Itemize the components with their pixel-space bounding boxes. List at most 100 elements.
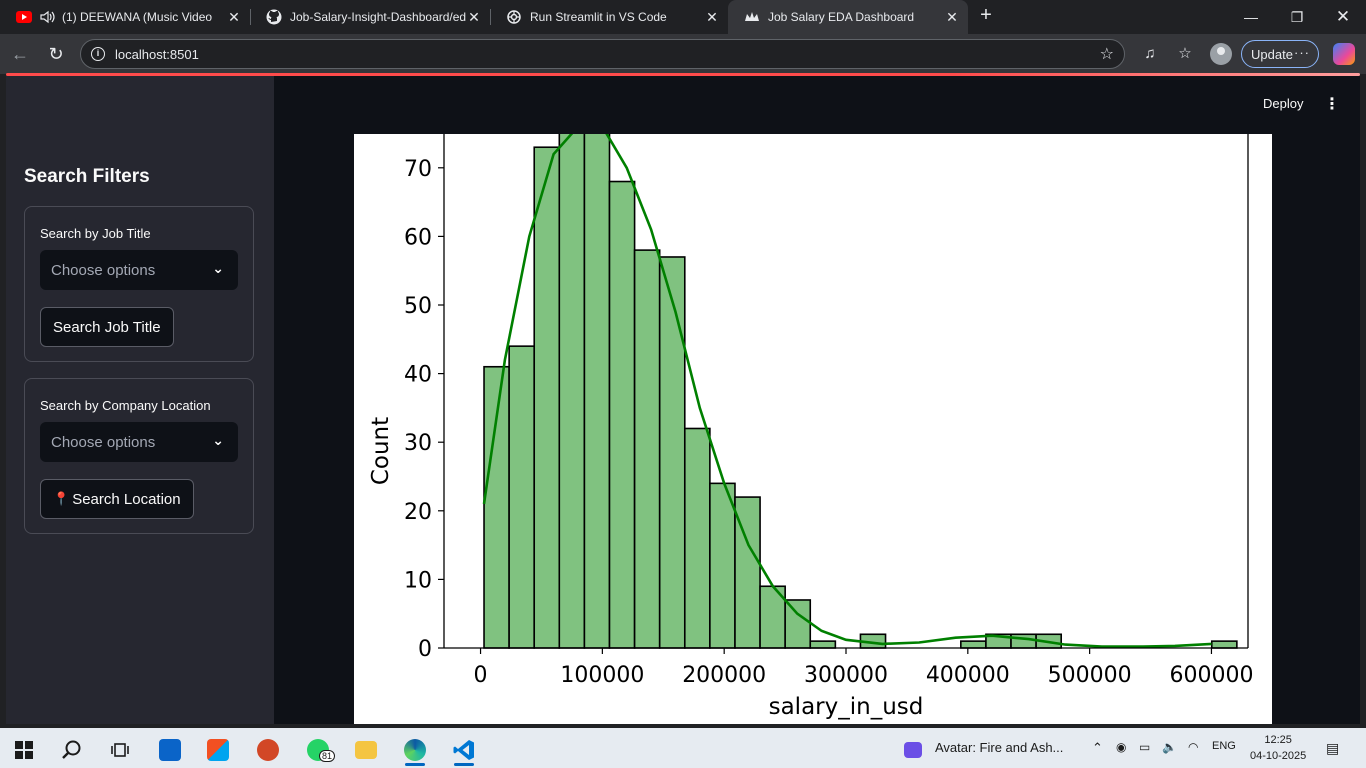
tab-title: Job-Salary-Insight-Dashboard/ed — [290, 10, 467, 24]
y-tick-label: 20 — [404, 500, 432, 525]
media-control-icon[interactable]: ♫ — [1144, 45, 1156, 62]
x-tick-label: 600000 — [1169, 663, 1253, 688]
file-explorer-icon[interactable] — [346, 734, 386, 766]
language-indicator[interactable]: ENG — [1212, 740, 1236, 752]
sidebar-title: Search Filters — [24, 166, 150, 187]
windows-start-icon[interactable] — [4, 734, 44, 766]
bookmark-star-icon[interactable]: ☆ — [1099, 46, 1114, 63]
media-play-icon[interactable] — [898, 734, 928, 766]
histogram-bar — [960, 640, 987, 649]
y-tick-label: 10 — [404, 568, 432, 593]
y-tick-label: 70 — [404, 157, 432, 182]
browser-toolbar: ← ↻ i localhost:8501 ☆ ♫ ☆ Update ··· — [0, 34, 1366, 74]
volume-icon[interactable]: 🔈 — [1162, 740, 1177, 754]
location-select[interactable]: Choose options ⌄ — [40, 422, 238, 462]
openai-icon — [506, 9, 522, 25]
tab-github[interactable]: Job-Salary-Insight-Dashboard/ed ✕ — [250, 0, 490, 34]
outlook-icon[interactable] — [150, 734, 190, 766]
site-info-icon[interactable]: i — [91, 47, 105, 61]
close-tab-icon[interactable]: ✕ — [468, 9, 480, 25]
wifi-icon[interactable]: ◠ — [1188, 740, 1199, 754]
browser-tab-strip: (1) DEEWANA (Music Video) ✕ Job-Salary-I… — [0, 0, 1366, 34]
deploy-button[interactable]: Deploy — [1263, 96, 1304, 111]
streamlit-top-decoration — [6, 73, 1360, 76]
job-title-select[interactable]: Choose options ⌄ — [40, 250, 238, 290]
streamlit-crown-icon — [744, 9, 760, 25]
location-placeholder: Choose options — [51, 434, 156, 451]
job-title-placeholder: Choose options — [51, 262, 156, 279]
chevron-up-icon[interactable]: ⌃ — [1092, 740, 1103, 755]
sidebar: Search Filters Search by Job Title Choos… — [6, 76, 274, 724]
windows-taskbar: 81 Avatar: Fire and Ash... ⌃ ◉ ▭ 🔈 ◠ ENG… — [0, 728, 1366, 768]
new-tab-button[interactable]: + — [980, 4, 992, 26]
histogram-bar — [583, 134, 611, 649]
microsoft-store-icon[interactable] — [198, 734, 238, 766]
address-bar[interactable]: i localhost:8501 ☆ — [80, 39, 1125, 69]
restore-button[interactable]: ❐ — [1290, 8, 1304, 25]
battery-icon[interactable]: ▭ — [1139, 740, 1151, 754]
x-tick-label: 300000 — [804, 663, 888, 688]
clock[interactable]: 12:25 04-10-2025 — [1250, 732, 1306, 764]
histogram-bar — [508, 345, 536, 649]
y-axis-label: Count — [368, 417, 394, 485]
clock-time: 12:25 — [1264, 734, 1292, 746]
favorites-icon[interactable]: ☆ — [1178, 45, 1192, 62]
histogram-bar — [784, 599, 812, 649]
y-tick-label: 50 — [404, 294, 432, 319]
x-tick-label: 200000 — [682, 663, 766, 688]
location-filter-label: Search by Company Location — [40, 398, 211, 413]
histogram-bar — [558, 134, 586, 649]
histogram-bar — [683, 427, 711, 649]
close-window-button[interactable]: ✕ — [1335, 7, 1351, 26]
now-playing-text[interactable]: Avatar: Fire and Ash... — [935, 740, 1064, 755]
minimize-button[interactable]: — — [1244, 9, 1258, 25]
kde-line — [482, 134, 1212, 648]
y-tick-label: 60 — [404, 225, 432, 250]
update-button[interactable]: Update ··· — [1241, 40, 1319, 68]
search-job-title-button[interactable]: Search Job Title — [40, 307, 174, 347]
tab-youtube[interactable]: (1) DEEWANA (Music Video) ✕ — [0, 0, 250, 34]
close-tab-icon[interactable]: ✕ — [946, 9, 958, 25]
close-tab-icon[interactable]: ✕ — [706, 9, 718, 25]
histogram-bar — [1210, 640, 1238, 649]
network-tray-icon[interactable]: ◉ — [1116, 740, 1127, 754]
chevron-down-icon: ⌄ — [212, 260, 224, 276]
search-location-button[interactable]: 📍 Search Location — [40, 479, 194, 519]
tab-divider — [250, 9, 251, 25]
more-options-icon: ··· — [1294, 45, 1310, 60]
powerpoint-icon[interactable] — [248, 734, 288, 766]
task-view-icon[interactable] — [100, 734, 140, 766]
y-tick-label: 30 — [404, 431, 432, 456]
x-tick-label: 100000 — [560, 663, 644, 688]
speaker-icon[interactable] — [40, 9, 56, 25]
x-axis-label: salary_in_usd — [769, 694, 924, 720]
whatsapp-icon[interactable]: 81 — [298, 734, 338, 766]
main-menu-icon[interactable]: ⋮ — [1324, 96, 1340, 113]
search-icon[interactable] — [52, 734, 92, 766]
profile-avatar[interactable] — [1210, 43, 1232, 65]
copilot-icon[interactable] — [1333, 43, 1355, 65]
edge-icon[interactable] — [395, 734, 435, 766]
search-job-title-label: Search Job Title — [53, 318, 161, 336]
chart-svg: 0 10 20 30 40 50 60 70 0 100000 200000 300000 400000… — [368, 134, 1253, 720]
tab-job-salary-dashboard[interactable]: Job Salary EDA Dashboard ✕ — [728, 0, 968, 34]
notification-icon[interactable]: ▤ — [1326, 740, 1340, 756]
chevron-down-icon: ⌄ — [212, 432, 224, 448]
histogram-bar — [809, 640, 837, 649]
search-location-label: Search Location — [72, 490, 181, 508]
clock-date: 04-10-2025 — [1250, 750, 1307, 762]
y-tick-label: 0 — [418, 637, 432, 662]
tab-title: Job Salary EDA Dashboard — [768, 10, 915, 24]
vscode-icon[interactable] — [444, 734, 484, 766]
histogram-bar — [533, 146, 561, 649]
back-arrow-icon[interactable]: ← — [11, 44, 29, 64]
salary-histogram-chart: 0 10 20 30 40 50 60 70 0 100000 200000 300000 400000… — [354, 134, 1272, 724]
youtube-icon — [16, 9, 32, 25]
close-tab-icon[interactable]: ✕ — [228, 9, 240, 25]
pin-icon: 📍 — [53, 491, 70, 506]
tab-run-streamlit[interactable]: Run Streamlit in VS Code ✕ — [490, 0, 728, 34]
histogram-bar — [1010, 633, 1037, 649]
job-title-filter-box: Search by Job Title Choose options ⌄ Sea… — [24, 206, 254, 362]
reload-icon[interactable]: ↻ — [48, 44, 64, 64]
url-text: localhost:8501 — [115, 47, 199, 62]
